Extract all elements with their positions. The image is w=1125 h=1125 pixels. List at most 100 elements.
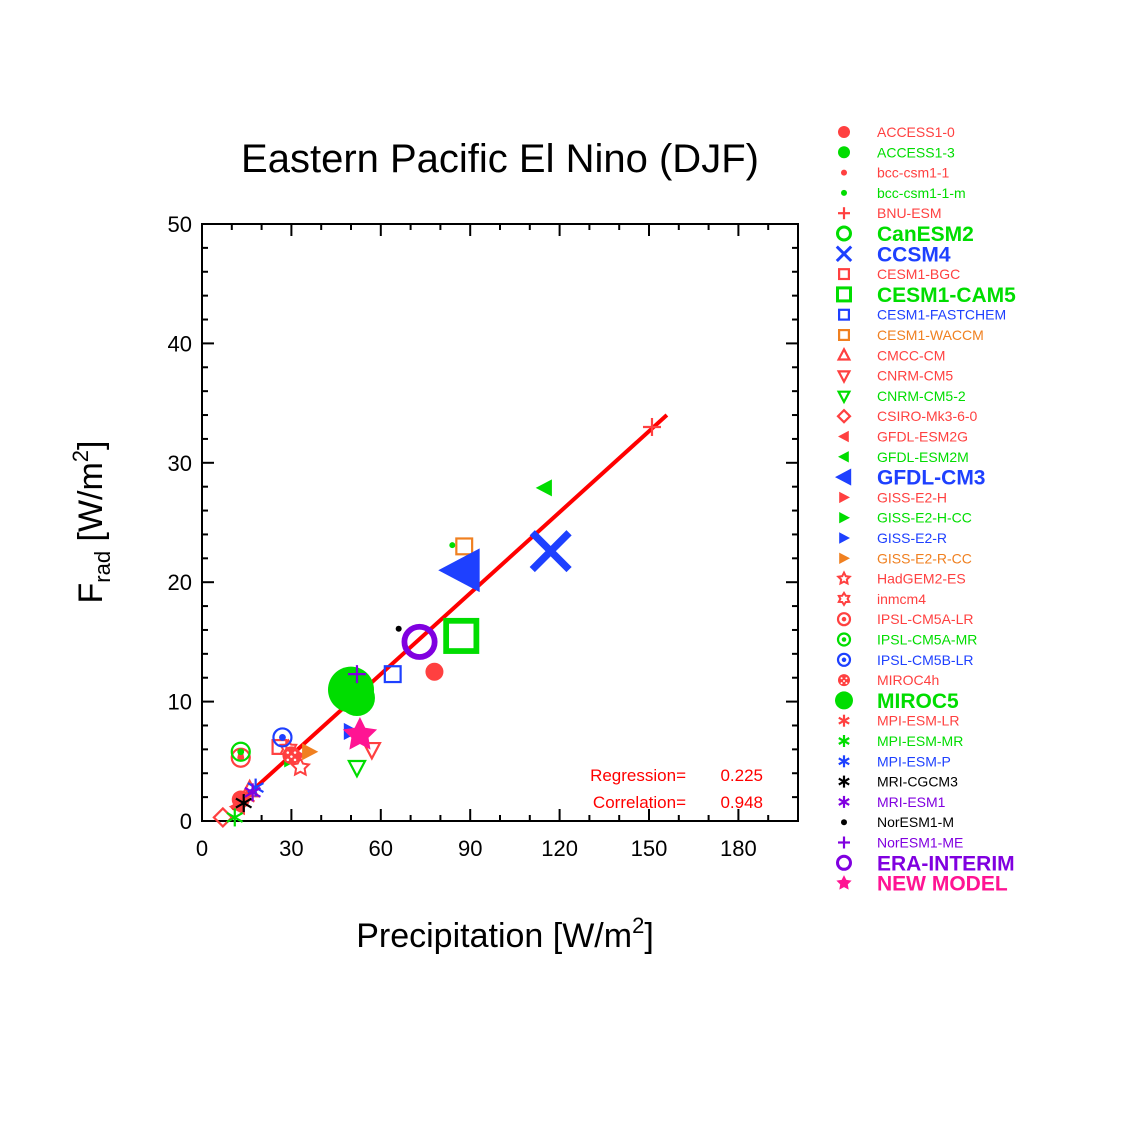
legend-marker-mpi-esm-lr <box>838 714 850 727</box>
axes: 0 30 60 90 120 150 180 0 10 20 30 40 50 <box>168 212 799 861</box>
stat-label: Regression= <box>590 766 686 785</box>
legend-item-mri-cgcm3: MRI-CGCM3 <box>838 774 958 790</box>
legend-item-cesm1-fastchem: CESM1-FASTCHEM <box>837 307 1006 323</box>
data-point-gfdl-esm2m <box>535 479 552 497</box>
legend-item-gfdl-esm2m: GFDL-ESM2M <box>838 449 969 465</box>
data-point-mpi-esm-mr <box>226 808 244 827</box>
legend-item-cnrm-cm5-2: CNRM-CM5-2 <box>836 388 966 405</box>
legend-marker-giss-e2-h <box>839 491 850 504</box>
legend-marker-cesm1-waccm <box>837 328 851 342</box>
legend-label: CESM1-FASTCHEM <box>877 307 1006 323</box>
legend-item-cesm1-bgc: CESM1-BGC <box>837 266 960 282</box>
statistics-annotation: Regression= 0.225 Correlation= 0.948 <box>590 766 763 812</box>
legend-label: MIROC5 <box>877 690 959 713</box>
legend-label: ERA-INTERIM <box>877 852 1015 875</box>
legend-label: MPI-ESM-LR <box>877 713 959 729</box>
legend-marker-access1-3 <box>838 146 850 159</box>
legend-marker-bnu-esm <box>838 207 850 220</box>
legend-marker-gfdl-esm2g <box>838 430 849 443</box>
legend-marker-giss-e2-r-cc <box>839 552 850 564</box>
legend-label: CESM1-BGC <box>877 266 960 282</box>
legend-label: HadGEM2-ES <box>877 571 966 587</box>
data-point-cesm1-fastchem <box>383 665 402 684</box>
y-tick-label: 0 <box>180 809 192 834</box>
data-point-era-interim <box>401 623 438 660</box>
legend-label: GFDL-ESM2M <box>877 449 969 465</box>
y-axis-title: Frad [W/m2] <box>68 440 115 603</box>
legend-marker-miroc5 <box>835 691 853 710</box>
legend-item-new-model: NEW MODEL <box>836 873 1008 896</box>
legend-label: inmcm4 <box>877 591 926 607</box>
legend-marker-ipsl-cm5a-lr <box>836 612 852 627</box>
data-point-cesm1-bgc <box>271 738 288 755</box>
legend-label: CESM1-CAM5 <box>877 284 1016 307</box>
legend-item-noresm1-me: NorESM1-ME <box>838 835 963 851</box>
y-axis-title-main: F <box>72 583 110 604</box>
legend-label: CSIRO-Mk3-6-0 <box>877 408 978 424</box>
legend-item-mri-esm1: MRI-ESM1 <box>838 794 946 810</box>
legend-label: IPSL-CM5B-LR <box>877 652 973 668</box>
legend-label: CCSM4 <box>877 243 951 266</box>
legend-item-gfdl-cm3: GFDL-CM3 <box>835 467 986 490</box>
legend-item-hadgem2-es: HadGEM2-ES <box>836 570 966 587</box>
y-tick-label: 20 <box>168 570 192 595</box>
legend-label: MPI-ESM-P <box>877 753 951 769</box>
data-point-gfdl-cm3 <box>438 548 480 593</box>
data-point-mri-esm1 <box>244 783 262 802</box>
legend-label: ACCESS1-3 <box>877 144 955 160</box>
legend-marker-era-interim <box>836 854 852 871</box>
legend-marker-bcc-csm1-1 <box>841 169 847 176</box>
data-points <box>212 417 661 828</box>
legend-item-cesm1-cam5: CESM1-CAM5 <box>836 284 1016 307</box>
legend-label: MIROC4h <box>877 672 939 688</box>
legend-label: NEW MODEL <box>877 873 1008 896</box>
legend-item-giss-e2-h-cc: GISS-E2-H-CC <box>839 510 972 526</box>
legend-item-ccsm4: CCSM4 <box>835 243 951 266</box>
x-axis-title: Precipitation [W/m2] <box>356 913 654 955</box>
data-point-new-model <box>342 717 378 750</box>
legend-marker-gfdl-cm3 <box>835 468 852 486</box>
data-point-cnrm-cm5 <box>361 741 382 761</box>
x-axis-title-main: Precipitation [W/m <box>356 917 632 955</box>
legend-marker-csiro-mk3-6-0 <box>836 408 852 424</box>
legend-label: CESM1-WACCM <box>877 327 984 343</box>
legend-marker-giss-e2-r <box>839 532 850 544</box>
x-axis-title-tail: ] <box>644 917 653 955</box>
legend: ACCESS1-0 ACCESS1-3 bcc-csm1-1 bcc-csm1-1-m… <box>835 124 1016 896</box>
y-tick-label: 50 <box>168 212 192 237</box>
legend-item-miroc5: MIROC5 <box>835 690 959 713</box>
legend-item-access1-0: ACCESS1-0 <box>838 124 955 140</box>
legend-item-ipsl-cm5a-mr: IPSL-CM5A-MR <box>836 632 977 648</box>
legend-marker-cmcc-cm <box>836 346 852 361</box>
legend-label: IPSL-CM5A-LR <box>877 611 973 627</box>
legend-label: NorESM1-ME <box>877 835 963 851</box>
x-tick-label: 120 <box>541 836 578 861</box>
legend-item-ipsl-cm5b-lr: IPSL-CM5B-LR <box>836 652 973 668</box>
legend-label: IPSL-CM5A-MR <box>877 632 977 648</box>
legend-label: GFDL-CM3 <box>877 467 986 490</box>
legend-label: NorESM1-M <box>877 814 954 830</box>
legend-marker-cesm1-fastchem <box>837 308 851 321</box>
legend-label: bcc-csm1-1-m <box>877 185 966 201</box>
legend-item-cesm1-waccm: CESM1-WACCM <box>837 327 984 343</box>
legend-marker-cesm1-cam5 <box>836 286 852 303</box>
legend-label: GFDL-ESM2G <box>877 429 968 445</box>
legend-item-mpi-esm-lr: MPI-ESM-LR <box>838 713 959 729</box>
legend-marker-mri-esm1 <box>838 795 850 808</box>
legend-label: MRI-CGCM3 <box>877 774 958 790</box>
legend-label: CNRM-CM5 <box>877 368 953 384</box>
legend-marker-mri-cgcm3 <box>838 775 850 788</box>
legend-item-miroc4h: MIROC4h <box>838 672 939 688</box>
data-point-hadgem2-es <box>289 756 312 777</box>
legend-marker-ccsm4 <box>835 245 853 263</box>
y-tick-label: 10 <box>168 690 192 715</box>
stat-value: 0.225 <box>720 766 763 785</box>
legend-marker-canesm2 <box>836 225 852 242</box>
legend-item-mpi-esm-p: MPI-ESM-P <box>838 753 951 769</box>
regression-line-layer <box>230 413 669 811</box>
legend-marker-cesm1-bgc <box>837 268 851 281</box>
legend-item-cmcc-cm: CMCC-CM <box>836 346 945 363</box>
legend-label: MRI-ESM1 <box>877 794 946 810</box>
legend-item-gfdl-esm2g: GFDL-ESM2G <box>838 429 968 445</box>
